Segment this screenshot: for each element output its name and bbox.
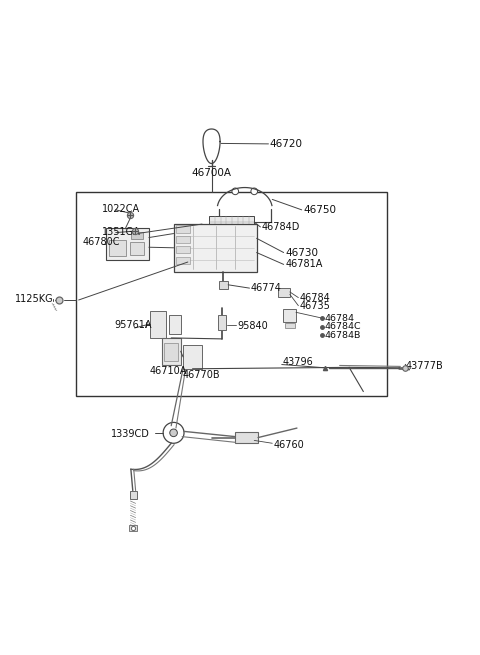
Bar: [176, 236, 190, 243]
Bar: [285, 323, 295, 328]
Bar: [176, 246, 190, 253]
Text: 43796: 43796: [283, 357, 313, 367]
Bar: [130, 242, 144, 255]
Circle shape: [163, 422, 184, 443]
Bar: [235, 432, 258, 443]
Text: 95761A: 95761A: [114, 320, 152, 330]
Text: 46774: 46774: [251, 283, 281, 293]
Text: 46700A: 46700A: [192, 168, 231, 178]
Bar: [164, 343, 179, 361]
Bar: [150, 311, 167, 339]
Text: 46784: 46784: [324, 314, 354, 322]
Text: 1339CD: 1339CD: [111, 429, 150, 440]
Text: 1351GA: 1351GA: [102, 227, 141, 236]
Bar: [219, 282, 228, 289]
Text: 46735: 46735: [300, 301, 330, 310]
Circle shape: [251, 188, 258, 195]
Text: 46770B: 46770B: [182, 370, 220, 380]
Bar: [131, 232, 143, 239]
Text: 46780C: 46780C: [83, 236, 120, 247]
Text: 46784: 46784: [300, 293, 330, 303]
Bar: [209, 217, 254, 228]
Bar: [183, 345, 202, 369]
Text: 43777B: 43777B: [406, 362, 444, 371]
Text: 46781A: 46781A: [285, 259, 323, 269]
Bar: [174, 224, 257, 272]
Bar: [129, 525, 137, 531]
Text: 1125KG: 1125KG: [14, 294, 53, 304]
Text: 46784C: 46784C: [324, 322, 361, 331]
Bar: [130, 491, 137, 499]
Bar: [76, 193, 387, 396]
Text: 46760: 46760: [273, 440, 304, 450]
Text: 46720: 46720: [270, 139, 303, 149]
Text: 1022CA: 1022CA: [102, 204, 141, 214]
Bar: [283, 309, 296, 322]
Bar: [106, 228, 149, 260]
Text: 46750: 46750: [303, 205, 336, 215]
Bar: [278, 288, 290, 297]
Bar: [162, 338, 180, 365]
Bar: [169, 314, 180, 333]
Circle shape: [232, 188, 239, 195]
Bar: [176, 225, 190, 233]
Circle shape: [132, 491, 135, 495]
Bar: [109, 240, 126, 256]
Text: 46784B: 46784B: [324, 331, 361, 339]
Text: 46710A: 46710A: [150, 366, 187, 376]
Circle shape: [170, 429, 178, 437]
Text: 46784D: 46784D: [262, 222, 300, 232]
Text: 46730: 46730: [285, 248, 318, 257]
Bar: [176, 257, 190, 265]
Bar: [218, 315, 226, 330]
Text: 95840: 95840: [237, 320, 268, 331]
